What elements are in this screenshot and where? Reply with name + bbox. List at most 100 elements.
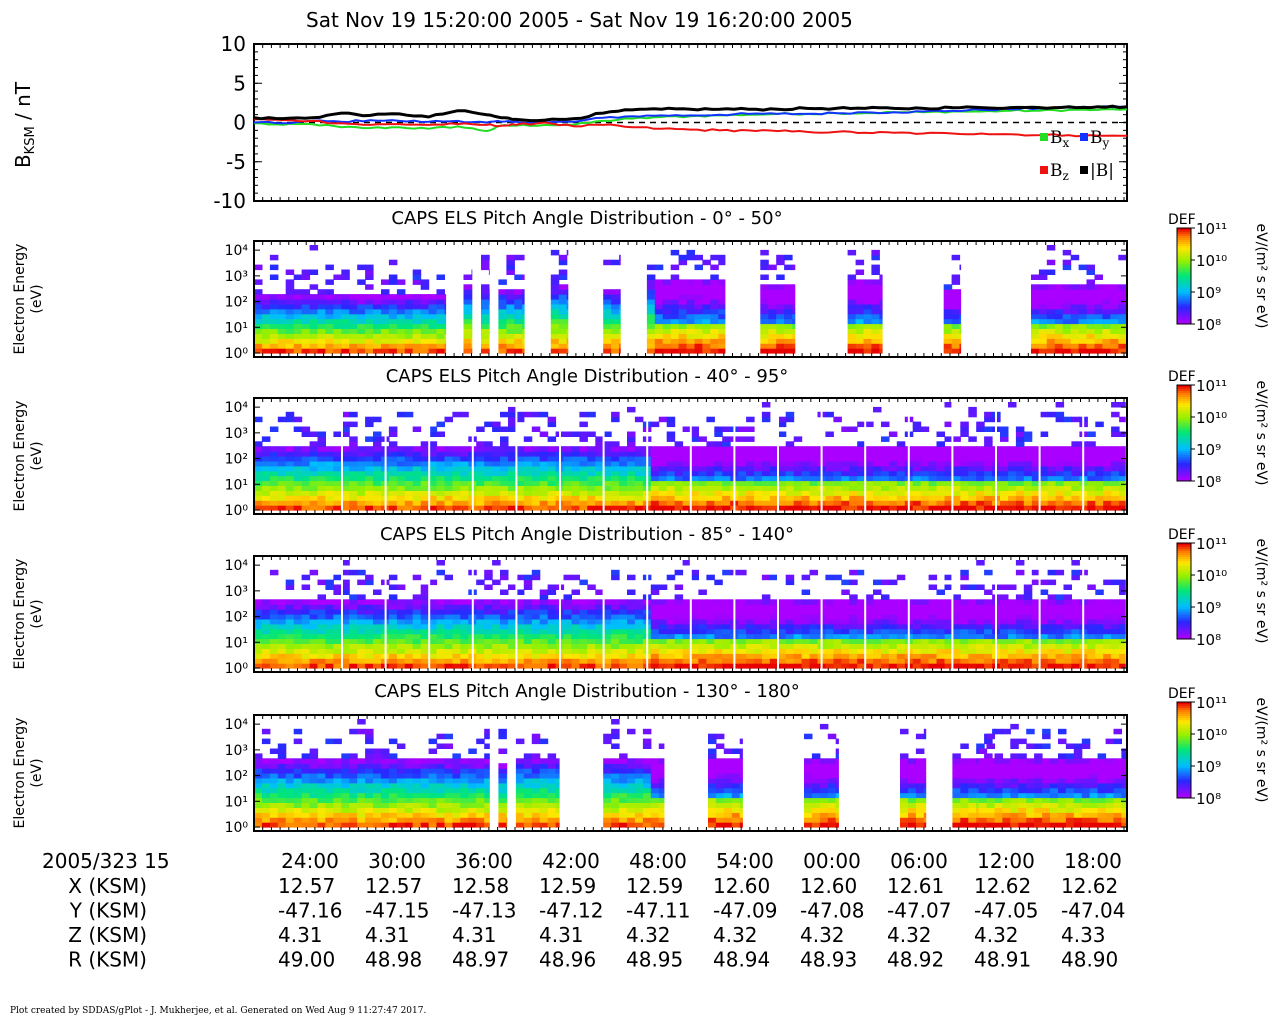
spectrogram-cell <box>857 643 866 649</box>
spectrogram-cell <box>1023 475 1033 482</box>
spectrogram-cell <box>1071 470 1080 477</box>
spectrogram-cell <box>841 618 850 625</box>
spectrogram-cell <box>960 495 969 501</box>
spectrogram-cell <box>936 663 945 669</box>
spectrogram-cell <box>603 658 612 664</box>
spectrogram-cell <box>396 475 406 482</box>
spectrogram-cell <box>777 628 787 635</box>
spectrogram-cell <box>571 460 580 467</box>
spectrogram-cell <box>686 294 695 300</box>
spectrogram-cell <box>444 638 453 644</box>
spectrogram-cell <box>825 599 834 605</box>
spectrogram-cell <box>785 643 795 649</box>
spectrogram-cell <box>1071 441 1080 447</box>
spectrogram-cell <box>463 343 472 349</box>
spectrogram-cell <box>865 480 874 486</box>
spectrogram-cell <box>309 284 319 290</box>
spectrogram-cell <box>920 663 930 669</box>
spectrogram-cell <box>515 599 525 605</box>
spectrogram-cell <box>436 599 445 605</box>
spectrogram-cell <box>865 475 874 482</box>
spectrogram-cell <box>754 470 763 477</box>
spectrogram-cell <box>301 318 311 325</box>
spectrogram-cell <box>317 348 326 354</box>
spectrogram-cell <box>558 338 568 344</box>
spectrogram-cell <box>879 318 883 325</box>
spectrogram-cell <box>603 465 612 472</box>
spectrogram-cell <box>928 653 938 659</box>
spectrogram-cell <box>531 505 541 511</box>
spectrogram-cell <box>619 465 628 472</box>
spectrogram-cell <box>873 505 882 511</box>
spectrogram-cell <box>333 323 342 329</box>
spectrogram-cell <box>566 303 569 310</box>
spectrogram-cell <box>686 348 695 354</box>
spectrogram-cell <box>539 451 549 457</box>
spectrogram-cell <box>317 456 326 462</box>
spectrogram-cell <box>646 274 656 280</box>
spectrogram-cell <box>984 416 993 423</box>
spectrogram-cell <box>785 475 795 482</box>
mag-ylabel: BKSM / nT <box>11 81 38 168</box>
spectrogram-cell <box>254 599 263 605</box>
spectrogram-cell <box>746 505 755 511</box>
spectrogram-cell <box>293 643 303 649</box>
spectrogram-cell <box>531 574 541 581</box>
spectrogram-cell <box>277 648 287 654</box>
spectrogram-cell <box>488 338 490 344</box>
colorbar-cell <box>1177 389 1191 392</box>
spectrogram-cell <box>833 648 842 654</box>
spectrogram-cell <box>571 574 580 581</box>
colorbar-cell <box>1177 266 1191 269</box>
spectrogram-cell <box>968 505 977 511</box>
spectrogram-cell <box>1023 658 1033 664</box>
spectrogram-cell <box>896 638 906 644</box>
spectrogram-cell <box>690 446 699 452</box>
spectrogram-cell <box>896 505 906 511</box>
spectrogram-cell <box>1102 294 1111 300</box>
spectrogram-cell <box>309 465 319 472</box>
spectrogram-cell <box>698 653 707 659</box>
spectrogram-cell <box>646 308 656 315</box>
spectrogram-cell <box>1031 460 1041 467</box>
spectrogram-cell <box>1039 628 1049 635</box>
spectrogram-cell <box>396 343 406 349</box>
spectrogram-cell <box>1023 451 1033 457</box>
spectrogram-cell <box>619 628 628 635</box>
spectrogram-cell <box>920 609 930 615</box>
spectrogram-cell <box>317 579 326 586</box>
spectrogram-cell <box>547 421 557 428</box>
spectrogram-cell <box>873 628 882 635</box>
spectrogram-cell <box>1111 485 1120 491</box>
spectrogram-cell <box>301 599 311 605</box>
spectrogram-cell <box>944 505 953 511</box>
spectrogram-cell <box>566 328 569 334</box>
spectrogram-cell <box>460 485 469 491</box>
spectrogram-cell <box>500 505 509 511</box>
spectrogram-cell <box>558 333 568 339</box>
spectrogram-cell <box>404 495 414 501</box>
spectrogram-cell <box>952 436 961 442</box>
spectrogram-cell <box>428 303 438 310</box>
spectrogram-cell <box>444 333 447 339</box>
spectrogram-cell <box>1095 500 1104 506</box>
spectrogram-cell <box>420 333 430 339</box>
spectrogram-cell <box>959 318 962 325</box>
spectrogram-cell <box>1038 338 1048 344</box>
spectrogram-cell <box>722 599 731 605</box>
spectrogram-cell <box>722 623 731 630</box>
spectrogram-cell <box>738 618 747 625</box>
spectrogram-cell <box>254 490 263 496</box>
spectrogram-cell <box>571 638 580 644</box>
spectrogram-cell <box>1111 470 1120 477</box>
spectrogram-cell <box>1008 402 1017 408</box>
spectrogram-cell <box>777 663 787 669</box>
spectrogram-cell <box>436 500 445 506</box>
spectrogram-cell <box>333 599 342 605</box>
colorbar-cell <box>1177 459 1191 462</box>
spectrogram-cell <box>761 633 771 640</box>
spectrogram-cell <box>452 500 461 506</box>
spectrogram-cell <box>471 269 473 275</box>
spectrogram-cell <box>388 313 398 320</box>
spectrogram-cell <box>1055 470 1065 477</box>
